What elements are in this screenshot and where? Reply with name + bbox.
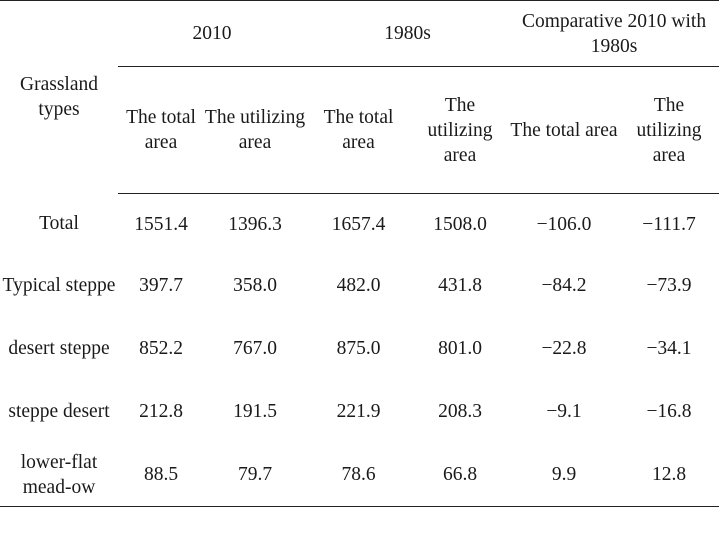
cell-value: −16.8 [646,401,692,422]
row-label: desert steppe [8,338,110,359]
row-label: steppe desert [8,401,110,422]
cell-value: 79.7 [204,443,306,507]
cell-value: 767.0 [233,338,277,359]
table-row: Typical steppe 397.7 358.0 482.0 431.8 −… [0,254,719,317]
table-row: lower-flat mead-ow 88.5 79.7 78.6 66.8 9… [0,443,720,507]
cell-value: 482.0 [336,275,381,296]
header-group-2010: 2010 [118,0,306,67]
cell-value: 1657.4 [331,213,386,235]
cell-value: −111.7 [642,213,696,235]
table-row: steppe desert 212.8 191.5 221.9 208.3 −9… [0,380,719,443]
cell-value: −106.0 [536,213,592,235]
cell-value: 852.2 [139,338,183,359]
cell-value: 191.5 [233,401,277,422]
cell-value: 801.0 [438,338,482,359]
cell-value: 1551.4 [134,213,188,235]
subheader-comparative-utilizing-area: The utilizing area [619,66,720,194]
row-label: Typical steppe [2,275,116,296]
cell-value: 88.5 [118,443,204,507]
header-group-1980s: 1980s [306,0,509,67]
subheader-1980s-utilizing-area: The utilizing area [411,66,509,194]
cell-value: 66.8 [411,443,509,507]
cell-value: −34.1 [646,338,692,359]
cell-value: 78.6 [306,443,411,507]
subheader-comparative-total-area: The total area [509,66,619,194]
cell-value: 1396.3 [228,213,282,235]
cell-value: 358.0 [233,275,277,296]
header-grassland-types: Grassland types [0,0,118,194]
row-label: Total [39,213,79,235]
cell-value: 431.8 [438,275,482,296]
header-group-comparative: Comparative 2010 with 1980s [509,0,720,67]
cell-value: 12.8 [619,443,720,507]
cell-value: −73.9 [646,275,692,296]
cell-value: 397.7 [139,275,183,296]
cell-value: 212.8 [139,401,183,422]
cell-value: −9.1 [546,401,582,422]
cell-value: 9.9 [509,443,619,507]
cell-value: 1508.0 [433,213,487,235]
cell-value: −22.8 [541,338,587,359]
cell-value: −84.2 [541,275,587,296]
table-row: desert steppe 852.2 767.0 875.0 801.0 −2… [0,317,719,380]
subheader-2010-total-area: The total area [118,66,204,194]
header-row-groups: Grassland types 2010 1980s Comparative 2… [0,0,720,194]
subheader-1980s-total-area: The total area [306,66,411,194]
grassland-area-table: Grassland types 2010 1980s Comparative 2… [0,0,720,507]
table-row: Total 1551.4 1396.3 1657.4 1508.0 −106.0… [0,194,719,255]
cell-value: 208.3 [438,401,482,422]
header-row-subheaders: The total area The utilizing area The to… [0,66,720,194]
cell-value: 875.0 [336,338,381,359]
subheader-2010-utilizing-area: The utilizing area [204,66,306,194]
row-label: lower-flat mead-ow [0,443,118,507]
cell-value: 221.9 [336,401,381,422]
